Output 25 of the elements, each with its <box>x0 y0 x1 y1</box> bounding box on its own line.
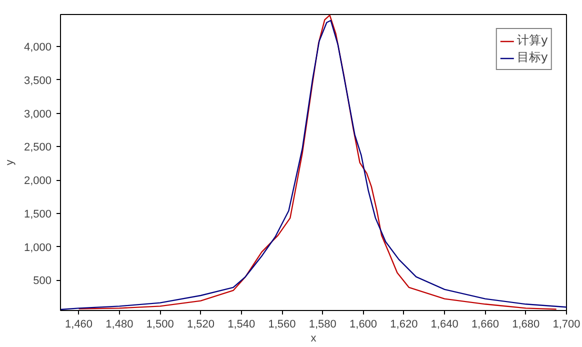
y-tick-label: 2,000 <box>24 175 52 188</box>
x-tick-label: 1,680 <box>512 318 540 330</box>
y-tick-label: 2,500 <box>24 142 52 154</box>
x-tick-label: 1,460 <box>65 318 93 330</box>
x-tick-label: 1,620 <box>390 318 418 330</box>
x-tick-label: 1,600 <box>350 318 378 330</box>
x-tick-label: 1,480 <box>106 318 134 330</box>
x-tick-label: 1,560 <box>268 318 296 330</box>
legend-label: 计算y <box>516 32 548 49</box>
x-axis-title: x <box>310 332 317 344</box>
y-axis-title: y <box>4 159 16 166</box>
y-tick-label: 1,500 <box>24 208 52 220</box>
y-tick-label: 1,000 <box>24 242 52 254</box>
x-tick-label: 1,500 <box>146 318 174 330</box>
x-tick-label: 1,580 <box>308 318 336 330</box>
legend-label: 目标y <box>516 49 548 66</box>
x-tick-label: 1,520 <box>186 318 214 330</box>
y-tick-label: 500 <box>33 275 52 288</box>
x-tick-label: 1,660 <box>471 318 499 330</box>
x-tick-label: 1,700 <box>552 318 580 330</box>
x-tick-label: 1,540 <box>228 318 256 330</box>
y-tick-label: 3,500 <box>24 74 52 87</box>
x-tick-label: 1,640 <box>430 318 458 330</box>
y-tick-label: 3,000 <box>24 108 52 120</box>
y-tick-label: 4,000 <box>24 42 52 54</box>
